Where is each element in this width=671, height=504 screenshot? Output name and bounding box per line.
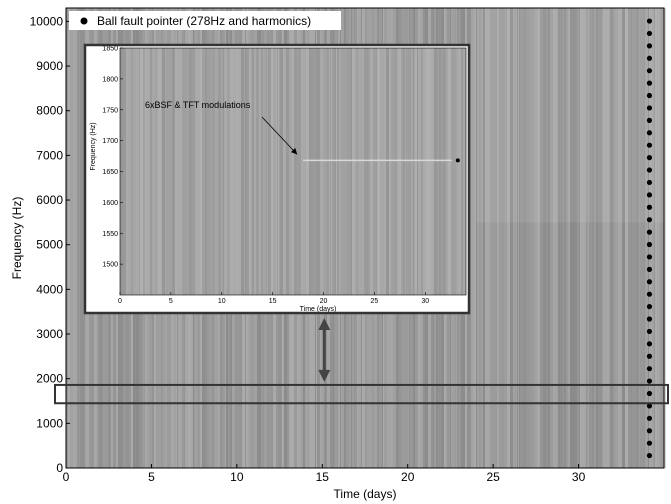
main-x-tick-label: 20 [401,470,415,484]
inset-x-tick-label: 25 [371,298,379,305]
inset-chart: 0 5 10 15 20 25 30 1500 1550 1600 1650 1700 1750 180… [83,43,471,315]
annotation-arrow-head [290,147,298,155]
ball-fault-pointer [646,80,653,86]
inset-plot-background [120,48,466,295]
ball-fault-pointer [646,303,653,310]
inset-x-tick-label: 10 [218,298,226,305]
ball-fault-pointer [646,55,653,61]
main-y-tick-label: 2000 [36,372,63,386]
ball-fault-pointer [646,403,653,409]
ball-fault-pointer [646,105,653,111]
ball-fault-pointer [646,341,653,347]
ball-fault-pointer [646,291,653,297]
main-x-axis-label: Time (days) [334,487,397,501]
legend-box [69,11,341,30]
inset-x-tick-label: 5 [169,298,173,305]
main-y-tick-label: 4000 [36,282,63,296]
inset-x-tick-label: 15 [269,298,277,305]
ball-fault-pointer [646,68,653,74]
ball-fault-pointer [646,415,653,421]
ball-fault-pointer [646,167,653,173]
legend-label: Ball fault pointer (278Hz and harmonics) [97,14,311,28]
ball-fault-pointers [646,18,653,459]
ball-fault-pointer [646,328,653,335]
double-arrow [318,318,331,382]
inset-y-tick-label: 1850 [102,46,118,53]
main-y-tick-label: 5000 [36,238,63,252]
ball-fault-pointer [646,155,653,161]
ball-fault-pointer [646,179,653,186]
inset-y-tick-label: 1600 [102,200,118,207]
inset-y-tick-label: 1800 [102,76,118,83]
inset-y-ticks: 1500 1550 1600 1650 1700 1750 1800 1850 [102,46,123,269]
inset-fault-pointer [455,158,460,163]
main-y-tick-label: 3000 [36,327,63,341]
inset-y-tick-label: 1750 [102,107,118,114]
ball-fault-pointer [646,440,653,446]
ball-fault-pointer [646,229,653,235]
main-x-ticks: 0 5 10 15 20 25 30 [63,464,586,484]
inset-y-tick-label: 1500 [102,262,118,269]
ball-fault-pointer [646,390,653,397]
ball-fault-pointer [646,254,653,260]
inset-x-axis-label: Time (days) [300,306,337,313]
inset-x-tick-label: 30 [421,298,429,305]
main-y-tick-label: 7000 [36,148,63,162]
inset-border [83,43,471,315]
main-y-tick-label: 9000 [36,59,63,73]
legend: Ball fault pointer (278Hz and harmonics) [69,11,341,30]
ball-fault-pointer [646,142,653,148]
ball-fault-pointer [646,92,653,99]
ball-fault-pointer [646,43,653,49]
ball-fault-pointer [646,117,653,123]
ball-fault-pointer [646,452,653,459]
legend-marker [80,17,88,25]
main-y-tick-label: 6000 [36,193,63,207]
main-y-ticks: 0 1000 2000 3000 4000 5000 6000 7000 8000 9000 100… [30,14,70,475]
highlight-band-rectangle [54,383,669,405]
annotation-arrow-line [261,116,298,155]
ball-fault-pointer [646,279,653,285]
main-x-tick-label: 30 [572,470,586,484]
main-y-axis-label: Frequency (Hz) [10,197,24,280]
main-y-tick-label: 1000 [36,416,63,430]
main-x-tick-label: 10 [230,470,244,484]
ball-fault-pointer [646,353,653,359]
ball-fault-pointer [646,217,653,223]
main-x-tick-label: 0 [63,470,70,484]
main-y-tick-label: 8000 [36,104,63,118]
inset-y-tick-label: 1700 [102,138,118,145]
main-x-tick-label: 25 [486,470,500,484]
inset-x-tick-label: 0 [118,298,122,305]
ball-fault-pointer [646,241,653,248]
main-y-tick-label: 10000 [30,14,64,28]
ball-fault-pointer [646,18,653,24]
ball-fault-pointer [646,378,653,384]
ball-fault-pointer [646,192,653,198]
annotation-text: 6xBSF & TFT modulations [145,100,251,110]
ball-fault-pointer [646,366,653,372]
main-plot-frame [65,7,665,469]
ball-fault-pointer [646,316,653,322]
inset-y-tick-label: 1550 [102,231,118,238]
main-x-tick-label: 5 [148,470,155,484]
ball-fault-pointer [646,428,653,434]
ball-fault-pointer [646,30,653,37]
main-x-tick-label: 15 [316,470,330,484]
ball-fault-pointer [646,130,653,136]
inset-y-tick-label: 1650 [102,169,118,176]
main-y-tick-label: 0 [56,461,63,475]
inset-x-ticks: 0 5 10 15 20 25 30 [118,292,429,305]
ball-fault-pointer [646,204,653,210]
inset-y-axis-label: Frequency (Hz) [90,122,97,170]
ball-fault-pointer [646,266,653,272]
inset-x-tick-label: 20 [320,298,328,305]
